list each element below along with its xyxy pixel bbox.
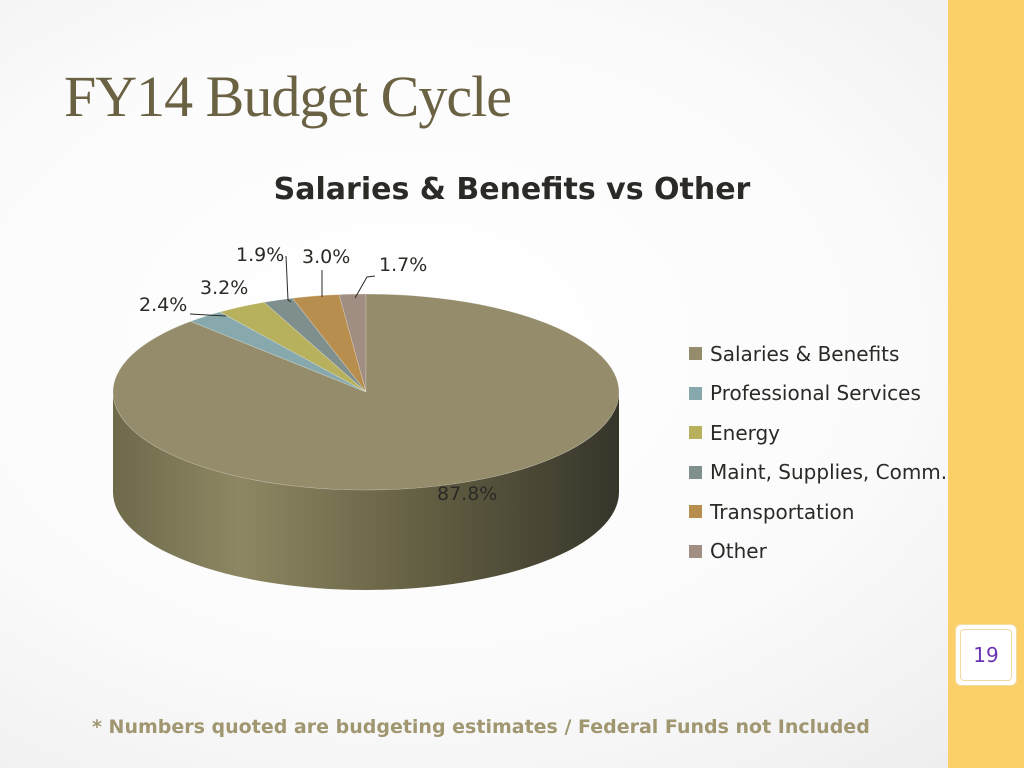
data-label-energy: 3.2%	[200, 277, 249, 299]
legend-label: Other	[710, 539, 767, 564]
pie-slice-professional-services	[189, 311, 367, 393]
legend-swatch	[689, 544, 702, 558]
page-number-box: 19	[955, 624, 1017, 686]
legend-label: Maint, Supplies, Comm.	[710, 460, 948, 485]
data-label-professional-services: 2.4%	[139, 294, 188, 316]
data-label-transportation: 3.0%	[302, 246, 351, 268]
data-label-other: 1.7%	[379, 254, 428, 276]
legend-swatch	[689, 347, 702, 361]
legend-label: Transportation	[710, 499, 855, 524]
page-number: 19	[973, 643, 999, 667]
pie-slice-maint-supplies-comm	[263, 297, 367, 393]
legend-label: Professional Services	[710, 381, 921, 406]
data-label-maint-supplies-comm: 1.9%	[236, 244, 285, 266]
leader-line-other	[354, 275, 376, 299]
pie-slice-other	[338, 293, 367, 393]
page-number-frame: 19	[960, 629, 1012, 681]
footnote: * Numbers quoted are budgeting estimates…	[92, 716, 870, 738]
legend-swatch	[689, 505, 702, 519]
legend-item-maint-supplies-comm: Maint, Supplies, Comm.	[689, 453, 947, 493]
leader-line-maint-supplies-comm	[285, 255, 292, 303]
pie-slice-energy	[219, 301, 367, 393]
chart-legend: Salaries & Benefits Professional Service…	[689, 334, 947, 571]
legend-swatch	[689, 386, 702, 400]
leader-line-professional-services	[189, 313, 227, 317]
pie-slice-transportation	[291, 294, 367, 393]
legend-swatch	[689, 426, 702, 440]
pie-slice-salaries-benefits	[112, 293, 620, 491]
chart-title: Salaries & Benefits vs Other	[273, 172, 751, 207]
legend-item-transportation: Transportation	[689, 492, 947, 532]
legend-label: Salaries & Benefits	[710, 341, 900, 366]
data-label-salaries-benefits: 87.8%	[437, 483, 498, 505]
legend-item-professional-services: Professional Services	[689, 374, 947, 414]
legend-swatch	[689, 465, 702, 479]
slide-title: FY14 Budget Cycle	[64, 64, 512, 129]
legend-item-energy: Energy	[689, 413, 947, 453]
legend-label: Energy	[710, 420, 781, 445]
pie-side-wall	[113, 392, 619, 590]
legend-item-other: Other	[689, 532, 947, 572]
legend-item-salaries-benefits: Salaries & Benefits	[689, 334, 947, 374]
